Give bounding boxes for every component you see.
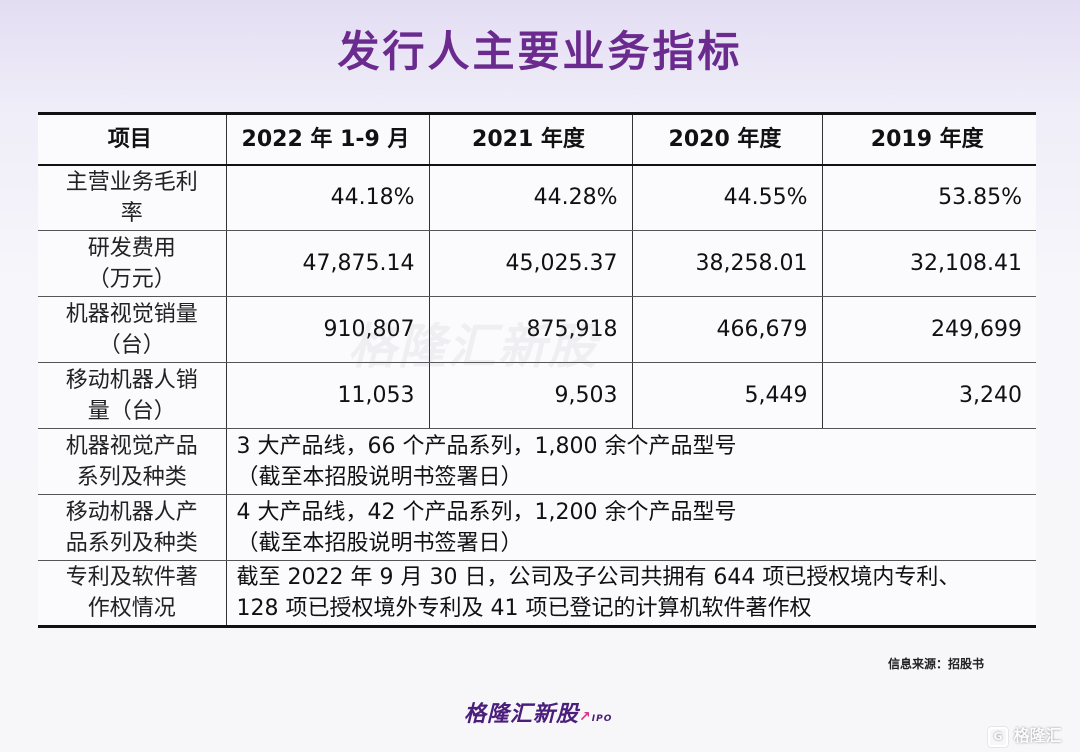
wide-cell-line: （截至本招股说明书签署日） [236, 530, 523, 556]
wide-cell-line: 截至 2022 年 9 月 30 日，公司及子公司共拥有 644 项已授权境内专… [236, 565, 961, 590]
row-label-line: 研发费用 [87, 235, 176, 261]
row-label: 移动机器人产 品系列及种类 [38, 494, 227, 561]
table-cell: 5,449 [631, 362, 823, 429]
table-row: 机器视觉产品 系列及种类 3 大产品线，66 个产品系列，1,800 余个产品型号… [38, 428, 1036, 495]
row-label-line: 移动机器人产 [65, 499, 198, 525]
row-label-line: 系列及种类 [76, 464, 187, 490]
table-row: 主营业务毛利率 44.18% 44.28% 44.55% 53.85% [38, 164, 1036, 231]
table-cell: 910,807 [225, 296, 430, 363]
table-cell: 9,503 [428, 362, 633, 429]
wide-cell-line: （截至本招股说明书签署日） [236, 464, 523, 490]
table-row: 移动机器人产 品系列及种类 4 大产品线，42 个产品系列，1,200 余个产品型… [38, 494, 1036, 561]
table-wide-cell: 截至 2022 年 9 月 30 日，公司及子公司共拥有 644 项已授权境内专… [225, 560, 1036, 628]
wide-cell-line: 128 项已授权境外专利及 41 项已登记的计算机软件著作权 [236, 596, 812, 621]
brand-logo: 格隆汇新股↗IPO [464, 696, 612, 728]
table-cell: 11,053 [225, 362, 430, 429]
trend-arrow-icon: ↗ [579, 709, 592, 725]
table-row: 移动机器人销 量（台） 11,053 9,503 5,449 3,240 [38, 362, 1036, 429]
header-2020: 2020 年度 [631, 112, 823, 166]
row-label-line: 主营业务毛利 [65, 169, 198, 195]
table-row: 研发费用 （万元） 47,875.14 45,025.37 38,258.01 3… [38, 230, 1036, 297]
row-label-line: 专利及软件著 [65, 565, 198, 590]
brand-sub: IPO [591, 714, 613, 724]
table-cell: 44.18% [225, 164, 430, 231]
table-cell: 44.28% [428, 164, 633, 231]
row-label-line: （台） [98, 332, 165, 358]
table-cell: 249,699 [821, 296, 1036, 363]
table-wide-cell: 3 大产品线，66 个产品系列，1,800 余个产品型号 （截至本招股说明书签署日… [225, 428, 1036, 495]
row-label: 研发费用 （万元） [38, 230, 227, 297]
table-wide-cell: 4 大产品线，42 个产品系列，1,200 余个产品型号 （截至本招股说明书签署日… [225, 494, 1036, 561]
table-row: 机器视觉销量 （台） 910,807 875,918 466,679 249,69… [38, 296, 1036, 363]
table-cell: 32,108.41 [821, 230, 1036, 297]
brand-name: 格隆汇新股 [464, 702, 580, 727]
row-label-line: 量（台） [87, 398, 176, 424]
row-label-line: 率 [120, 200, 143, 226]
row-label: 专利及软件著 作权情况 [38, 560, 227, 628]
row-label: 主营业务毛利率 [38, 164, 227, 231]
table-row: 专利及软件著 作权情况 截至 2022 年 9 月 30 日，公司及子公司共拥有 … [38, 560, 1036, 628]
table-cell: 53.85% [821, 164, 1036, 231]
row-label: 机器视觉产品 系列及种类 [38, 428, 227, 495]
wide-cell-line: 3 大产品线，66 个产品系列，1,800 余个产品型号 [236, 433, 737, 459]
table-cell: 44.55% [631, 164, 823, 231]
header-item: 项目 [38, 112, 227, 166]
table-cell: 875,918 [428, 296, 633, 363]
row-label-line: 机器视觉销量 [65, 301, 198, 327]
row-label-line: 移动机器人销 [65, 367, 198, 393]
row-label-line: 作权情况 [87, 596, 176, 621]
row-label: 移动机器人销 量（台） [38, 362, 227, 429]
table-cell: 3,240 [821, 362, 1036, 429]
table-cell: 466,679 [631, 296, 823, 363]
table-cell: 38,258.01 [631, 230, 823, 297]
table-cell: 47,875.14 [225, 230, 430, 297]
header-2022: 2022 年 1-9 月 [225, 112, 430, 166]
wide-cell-line: 4 大产品线，42 个产品系列，1,200 余个产品型号 [236, 499, 737, 525]
corner-logo-text: 格隆汇 [1013, 726, 1062, 745]
header-2019: 2019 年度 [821, 112, 1036, 166]
row-label: 机器视觉销量 （台） [38, 296, 227, 363]
source-note: 信息来源：招股书 [888, 657, 985, 671]
g-logo-icon: G [988, 726, 1008, 747]
metrics-table: 项目 2022 年 1-9 月 2021 年度 2020 年度 2019 年度 … [38, 112, 1036, 628]
table-header-row: 项目 2022 年 1-9 月 2021 年度 2020 年度 2019 年度 [38, 112, 1036, 166]
corner-logo: G 格隆汇 [988, 722, 1062, 747]
row-label-line: 品系列及种类 [65, 530, 198, 556]
table-cell: 45,025.37 [428, 230, 633, 297]
page-title: 发行人主要业务指标 [337, 27, 743, 76]
row-label-line: 机器视觉产品 [65, 433, 198, 459]
header-2021: 2021 年度 [428, 112, 633, 166]
row-label-line: （万元） [87, 266, 176, 292]
